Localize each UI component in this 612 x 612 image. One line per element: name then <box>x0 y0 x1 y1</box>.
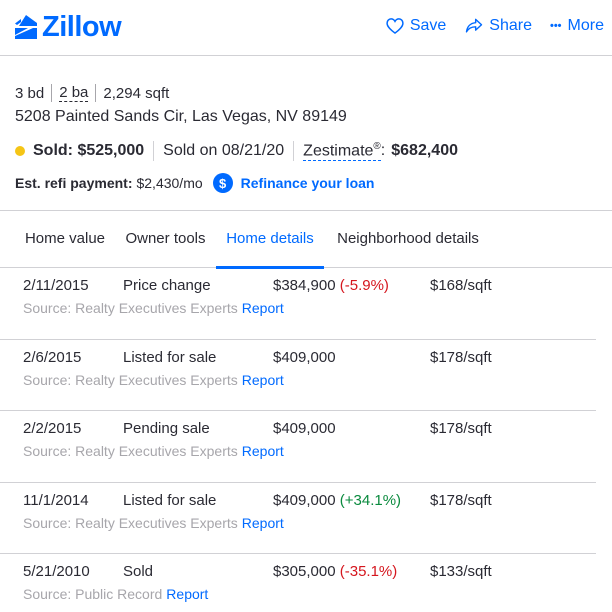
refi-label: Est. refi payment: <box>15 175 133 191</box>
registered-mark: ® <box>373 141 381 152</box>
table-row: 2/6/2015 Listed for sale $409,000 $178/s… <box>0 340 596 411</box>
table-row: 2/2/2015 Pending sale $409,000 $178/sqft… <box>0 411 596 483</box>
baths-value[interactable]: 2 ba <box>59 84 89 102</box>
history-event: Price change <box>123 277 211 294</box>
save-label: Save <box>409 17 447 34</box>
facts-divider <box>95 84 97 102</box>
history-event: Sold <box>123 563 154 580</box>
history-price-per-sqft: $168/sqft <box>430 277 492 294</box>
history-price-per-sqft: $178/sqft <box>430 348 492 366</box>
status-divider <box>293 141 295 162</box>
history-price: $409,000 <box>273 420 336 437</box>
history-date: 5/21/2010 <box>23 563 90 580</box>
status-divider <box>153 141 155 162</box>
history-date: 2/11/2015 <box>23 277 89 294</box>
sale-status: Sold: $525,000 Sold on 08/21/20 Zestimat… <box>15 141 458 162</box>
price-change: (-5.9%) <box>339 277 389 294</box>
status-dot-icon <box>15 146 25 157</box>
history-price: $409,000 (+34.1%) <box>273 491 402 509</box>
facts-divider <box>51 84 53 102</box>
zestimate-label[interactable]: Zestimate® <box>303 141 381 162</box>
section-divider <box>0 210 612 211</box>
history-price: $409,000 <box>273 348 336 366</box>
zestimate-colon: : <box>380 142 386 160</box>
heart-icon <box>386 18 404 35</box>
history-source: Source: Realty Executives Experts Report <box>23 514 284 531</box>
sold-price: Sold: $525,000 <box>33 142 145 160</box>
zillow-logo[interactable]: Zillow <box>14 11 122 43</box>
history-date: 11/1/2014 <box>23 491 89 509</box>
zillow-logo-icon <box>15 15 37 39</box>
home-facts: 3 bd 2 ba 2,294 sqft <box>15 84 169 102</box>
price-change: (-35.1%) <box>339 563 398 580</box>
history-date: 2/6/2015 <box>23 348 82 366</box>
history-price-per-sqft: $178/sqft <box>430 491 492 509</box>
history-price: $384,900 (-5.9%) <box>273 277 389 294</box>
history-source: Source: Realty Executives Experts Report <box>23 371 284 388</box>
table-row: 5/21/2010 Sold $305,000 (-35.1%) $133/sq… <box>0 554 596 612</box>
history-source: Source: Realty Executives Experts Report <box>23 300 284 316</box>
refi-row: Est. refi payment: $2,430/mo $ Refinance… <box>15 173 374 193</box>
report-link[interactable]: Report <box>241 371 284 388</box>
refinance-link[interactable]: Refinance your loan <box>240 175 375 191</box>
property-address: 5208 Painted Sands Cir, Las Vegas, NV 89… <box>15 108 347 125</box>
refi-value: $2,430/mo <box>136 175 203 191</box>
report-link[interactable]: Report <box>166 586 209 602</box>
history-price-per-sqft: $178/sqft <box>430 420 492 437</box>
share-button[interactable]: Share <box>464 16 532 36</box>
tab-neighborhood-details[interactable]: Neighborhood details <box>337 230 479 247</box>
history-event: Pending sale <box>123 420 210 437</box>
details-tabs: Home value Owner tools Home details Neig… <box>0 211 612 269</box>
history-source: Source: Realty Executives Experts Report <box>23 443 284 459</box>
history-event: Listed for sale <box>123 348 217 366</box>
dollar-circle-icon: $ <box>212 173 233 193</box>
sold-date: Sold on 08/21/20 <box>163 142 285 160</box>
share-arrow-icon <box>466 18 483 33</box>
tab-home-value[interactable]: Home value <box>24 230 106 247</box>
zestimate-value: $682,400 <box>391 142 458 160</box>
more-dots-icon: ••• <box>549 20 562 32</box>
history-price: $305,000 (-35.1%) <box>273 563 398 580</box>
save-button[interactable]: Save <box>385 16 446 36</box>
table-row: 11/1/2014 Listed for sale $409,000 (+34.… <box>0 483 596 554</box>
sqft-value: 2,294 sqft <box>103 84 170 102</box>
history-event: Listed for sale <box>123 491 217 509</box>
history-source: Source: Public Record Report <box>23 586 209 602</box>
tab-home-details[interactable]: Home details <box>216 211 324 269</box>
price-change: (+34.1%) <box>339 491 402 509</box>
header-actions: Save Share ••• More <box>367 16 604 36</box>
logo-text: Zillow <box>42 11 122 43</box>
top-header: Zillow Save Share ••• More <box>0 0 612 56</box>
history-price-per-sqft: $133/sqft <box>430 563 492 580</box>
tab-owner-tools[interactable]: Owner tools <box>125 230 206 247</box>
price-history-table: 2/11/2015 Price change $384,900 (-5.9%) … <box>0 268 596 612</box>
history-date: 2/2/2015 <box>23 420 82 437</box>
more-label: More <box>567 17 604 34</box>
report-link[interactable]: Report <box>241 300 284 316</box>
report-link[interactable]: Report <box>241 514 284 531</box>
report-link[interactable]: Report <box>241 443 284 459</box>
beds-value: 3 bd <box>15 84 45 102</box>
more-button[interactable]: ••• More <box>550 17 604 35</box>
share-label: Share <box>489 17 532 34</box>
table-row: 2/11/2015 Price change $384,900 (-5.9%) … <box>0 268 596 340</box>
